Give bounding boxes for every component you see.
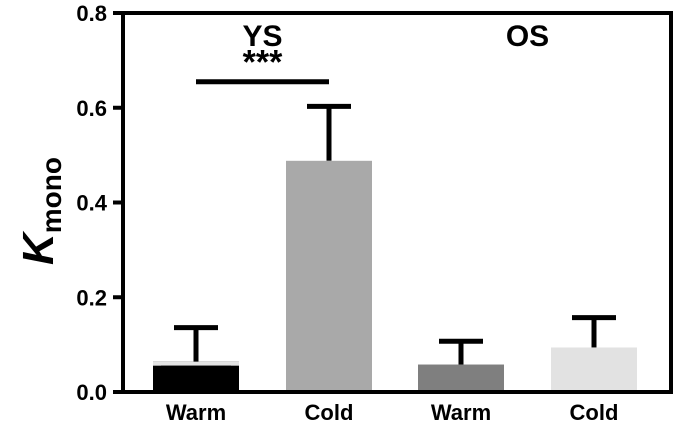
bar-inner-0 [161,365,231,392]
bar-2 [418,364,504,392]
x-tick-label-3: Cold [570,400,619,424]
group-label-0: YS [242,20,282,53]
x-tick-label-2: Warm [431,400,491,424]
y-tick-label-2: 0.4 [76,191,107,216]
significance-label-0: *** [243,44,283,82]
x-tick-label-1: Cold [305,400,354,424]
bar-3 [551,347,637,392]
y-tick-label-0: 0.0 [76,380,107,405]
plot-frame [121,11,673,394]
y-tick-label-3: 0.6 [76,96,107,121]
bar-1 [286,160,372,392]
y-axis-title-sub: mono [36,157,67,233]
bar-highlight-0 [153,361,239,366]
y-tick-label-1: 0.2 [76,285,107,310]
svg-text:Kmono: Kmono [14,157,67,265]
y-axis-title-main: K [14,230,63,265]
group-label-1: OS [506,20,549,53]
y-axis-title: Kmono [14,157,67,265]
x-tick-label-0: Warm [166,400,226,424]
y-tick-label-4: 0.8 [76,1,107,26]
plot-area: Warm Cold Warm Cold YS OS *** 0.0 0.2 0.4 0.6 0.8 [76,1,673,424]
